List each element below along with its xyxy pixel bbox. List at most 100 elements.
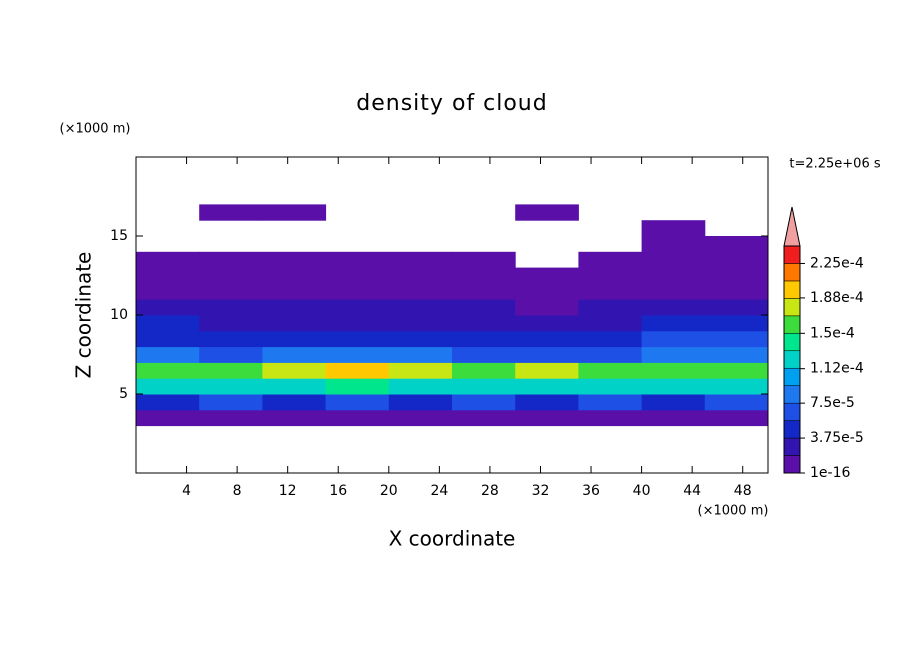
contour-cell: [199, 267, 263, 284]
contour-cell: [578, 315, 643, 332]
x-tick-label: 12: [279, 483, 297, 499]
contour-cell: [262, 283, 327, 300]
colorbar-band: [783, 402, 801, 421]
contour-cell: [325, 251, 390, 269]
x-axis-label: X coordinate: [389, 527, 516, 551]
contour-cell: [452, 315, 516, 332]
contour-cell: [136, 299, 200, 316]
y-tick-label: 5: [119, 386, 128, 402]
contour-cell: [641, 220, 706, 237]
contour-cell: [704, 378, 769, 395]
x-tick-label: 44: [683, 483, 701, 499]
contour-cell: [388, 251, 453, 269]
colorbar-band: [783, 298, 801, 317]
contour-cell: [388, 394, 453, 411]
colorbar-band: [783, 455, 801, 474]
contour-cell: [578, 346, 643, 363]
contour-cell: [325, 394, 390, 411]
contour-cell: [388, 378, 453, 395]
contour-cell: [515, 362, 579, 379]
contour-cell: [199, 251, 263, 269]
chart-title: density of cloud: [356, 91, 547, 116]
contour-cell: [452, 267, 516, 284]
colorbar-band: [783, 367, 801, 386]
contour-cell: [704, 409, 769, 427]
contour-cell: [641, 315, 706, 332]
contour-cell: [136, 346, 200, 363]
x-tick-label: 24: [430, 483, 448, 499]
contour-cell: [262, 346, 327, 363]
x-tick-label: 40: [633, 483, 651, 499]
contour-cell: [262, 362, 327, 379]
contour-cell: [325, 299, 390, 316]
colorbar-band: [783, 385, 801, 404]
contour-cell: [452, 409, 516, 427]
contour-cell: [515, 394, 579, 411]
contour-cell: [325, 409, 390, 427]
contour-cell: [136, 267, 200, 284]
contour-cell: [704, 330, 769, 348]
contour-cell: [641, 362, 706, 379]
contour-cell: [262, 394, 327, 411]
contour-cell: [325, 362, 390, 379]
x-tick-label: 8: [233, 483, 242, 499]
contour-cell: [641, 394, 706, 411]
contour-cell: [388, 283, 453, 300]
colorbar-band: [783, 333, 801, 352]
contour-cell: [515, 267, 579, 284]
contour-cell: [325, 267, 390, 284]
contour-cell: [578, 378, 643, 395]
contour-cell: [704, 299, 769, 316]
contour-cell: [262, 315, 327, 332]
contour-cell: [199, 378, 263, 395]
contour-cell: [262, 251, 327, 269]
y-axis-label: Z coordinate: [72, 252, 96, 379]
colorbar-tick-label: 1.5e-4: [810, 325, 855, 341]
y-tick-label: 15: [110, 228, 128, 244]
contour-cell: [199, 299, 263, 316]
contour-cell: [704, 283, 769, 300]
contour-cell: [388, 362, 453, 379]
contour-cell: [136, 394, 200, 411]
contour-cell: [452, 330, 516, 348]
contour-cell: [199, 362, 263, 379]
contour-cell: [578, 362, 643, 379]
contour-cell: [325, 283, 390, 300]
contour-cell: [704, 267, 769, 284]
contour-cell: [452, 251, 516, 269]
contour-cell: [641, 267, 706, 284]
contour-cell: [199, 330, 263, 348]
contour-cell: [136, 330, 200, 348]
colorbar-tick-label: 3.75e-5: [810, 430, 864, 446]
contour-cell: [325, 330, 390, 348]
contour-cell: [452, 283, 516, 300]
contour-cell: [136, 378, 200, 395]
contour-cell: [515, 378, 579, 395]
contour-cell: [452, 299, 516, 316]
y-unit: (×1000 m): [60, 122, 131, 137]
contour-cell: [704, 251, 769, 269]
contour-cell: [578, 267, 643, 284]
contour-cell: [641, 236, 706, 253]
contour-cell: [578, 409, 643, 427]
contour-cell: [641, 409, 706, 427]
colorbar-band: [783, 315, 801, 334]
colorbar-frame: [783, 245, 801, 474]
contour-cell: [262, 330, 327, 348]
colorbar-tick-label: 2.25e-4: [810, 255, 864, 271]
contour-cell: [388, 346, 453, 363]
contour-cell: [515, 346, 579, 363]
contour-cell: [704, 346, 769, 363]
contour-cell: [388, 330, 453, 348]
y-tick-label: 10: [110, 307, 128, 323]
x-tick-label: 28: [481, 483, 499, 499]
contour-field: [136, 204, 769, 427]
contour-cell: [262, 409, 327, 427]
colorbar-band: [783, 420, 801, 439]
contour-cell: [325, 315, 390, 332]
contour-cell: [325, 346, 390, 363]
contour-cell: [641, 283, 706, 300]
contour-cell: [704, 315, 769, 332]
contour-cell: [515, 204, 579, 221]
contour-cell: [136, 362, 200, 379]
